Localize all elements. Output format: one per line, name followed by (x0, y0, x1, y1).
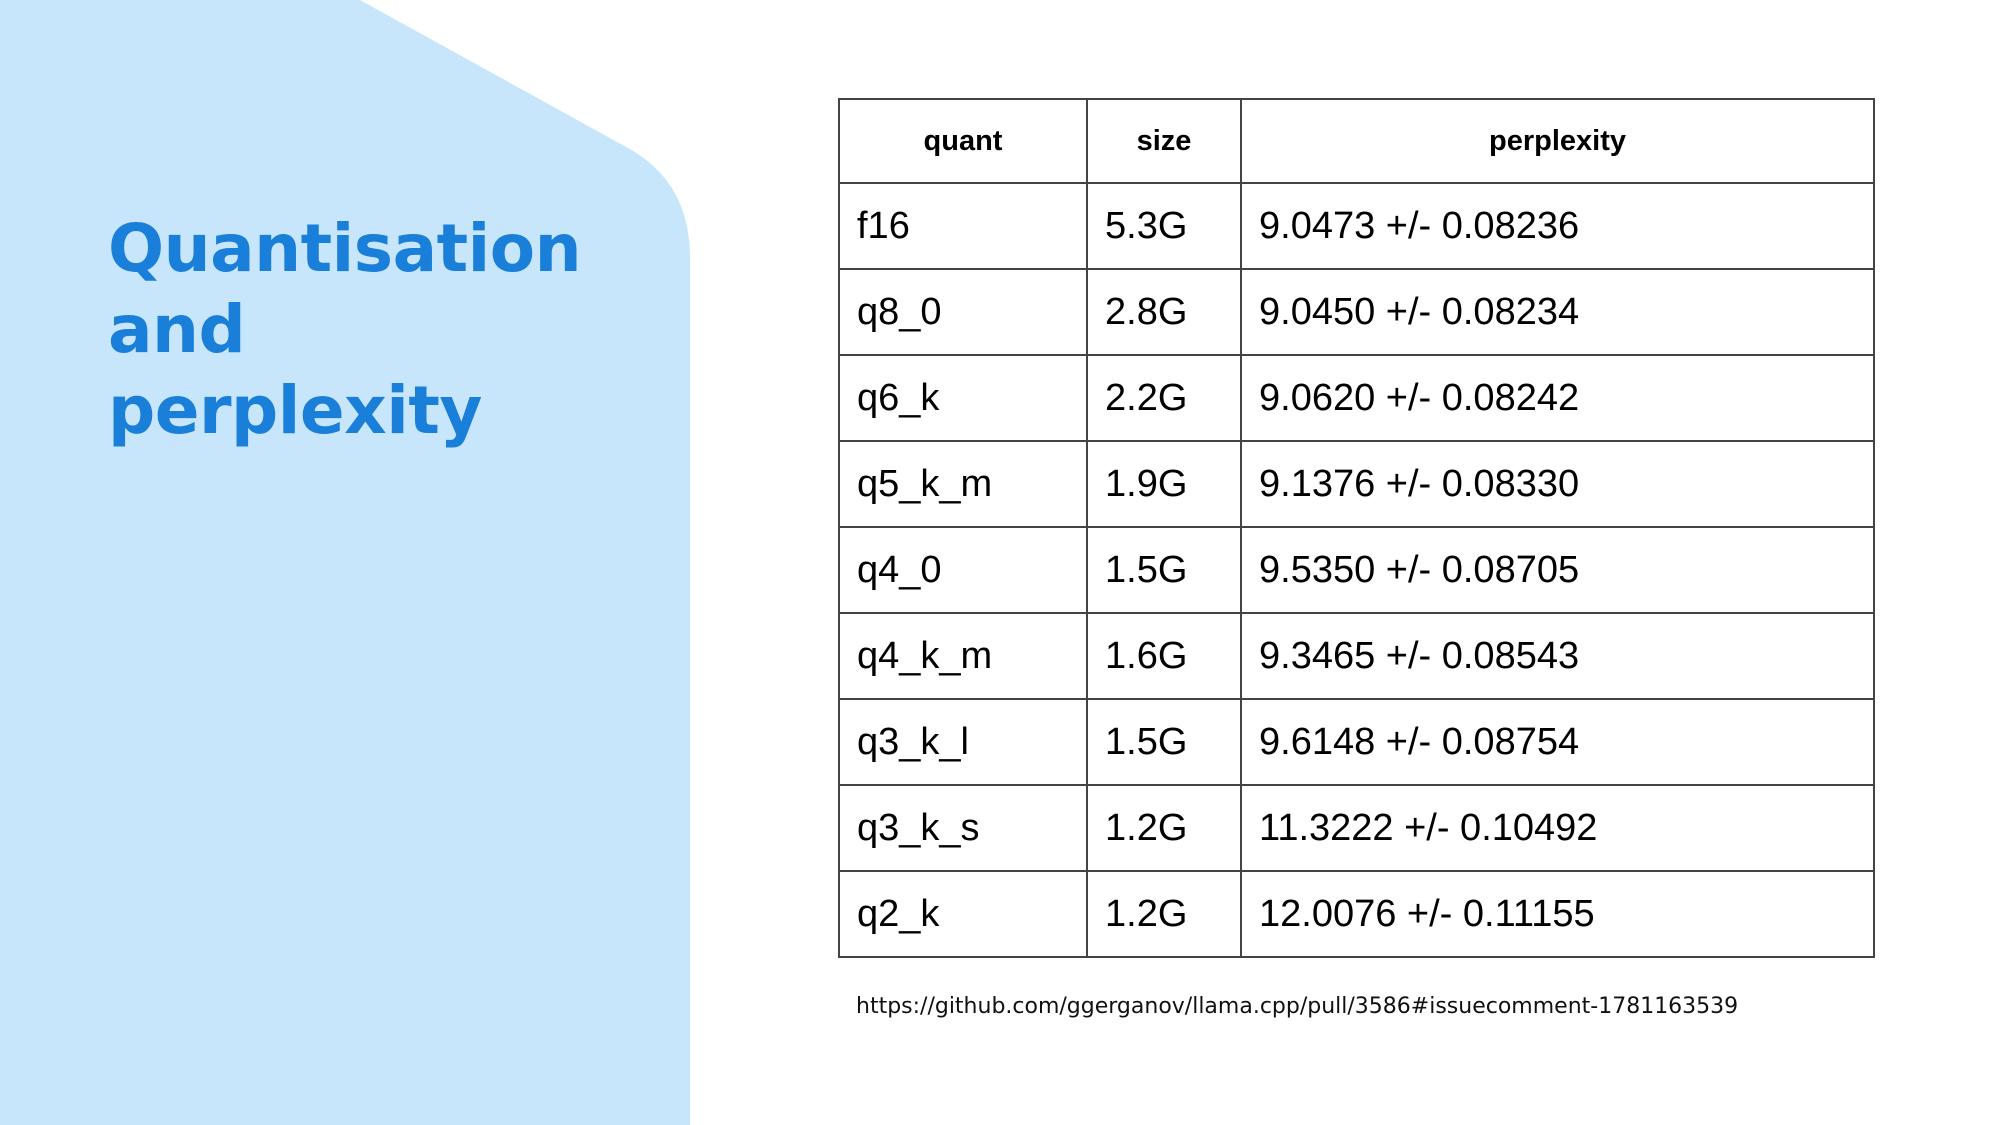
source-link[interactable]: https://github.com/ggerganov/llama.cpp/p… (856, 994, 1739, 1019)
cell-quant: q8_0 (838, 268, 1088, 356)
cell-size: 2.2G (1086, 354, 1242, 442)
cell-perplexity: 9.0450 +/- 0.08234 (1240, 268, 1875, 356)
cell-size: 1.5G (1086, 526, 1242, 614)
cell-size: 5.3G (1086, 182, 1242, 270)
cell-quant: q4_0 (838, 526, 1088, 614)
cell-size: 1.6G (1086, 612, 1242, 700)
cell-perplexity: 9.0620 +/- 0.08242 (1240, 354, 1875, 442)
slide-title-line-1: Quantisation (108, 210, 582, 287)
header-size: size (1086, 98, 1242, 184)
cell-quant: f16 (838, 182, 1088, 270)
cell-perplexity: 11.3222 +/- 0.10492 (1240, 784, 1875, 872)
cell-perplexity: 9.6148 +/- 0.08754 (1240, 698, 1875, 786)
cell-size: 1.5G (1086, 698, 1242, 786)
cell-size: 2.8G (1086, 268, 1242, 356)
slide-title-line-2: and (108, 291, 246, 368)
table-header-row: quant size perplexity (838, 98, 1875, 184)
table-row: q5_k_m 1.9G 9.1376 +/- 0.08330 (838, 440, 1875, 528)
cell-size: 1.2G (1086, 870, 1242, 958)
table-row: q6_k 2.2G 9.0620 +/- 0.08242 (838, 354, 1875, 442)
slide-title: Quantisation and perplexity (108, 208, 628, 451)
cell-quant: q2_k (838, 870, 1088, 958)
cell-quant: q6_k (838, 354, 1088, 442)
cell-perplexity: 9.0473 +/- 0.08236 (1240, 182, 1875, 270)
table-row: q8_0 2.8G 9.0450 +/- 0.08234 (838, 268, 1875, 356)
cell-quant: q3_k_l (838, 698, 1088, 786)
side-panel-background (0, 0, 690, 1125)
cell-quant: q4_k_m (838, 612, 1088, 700)
table-row: q4_k_m 1.6G 9.3465 +/- 0.08543 (838, 612, 1875, 700)
cell-quant: q3_k_s (838, 784, 1088, 872)
header-perplexity: perplexity (1240, 98, 1875, 184)
table-row: q3_k_s 1.2G 11.3222 +/- 0.10492 (838, 784, 1875, 872)
cell-perplexity: 9.5350 +/- 0.08705 (1240, 526, 1875, 614)
table-row: q4_0 1.5G 9.5350 +/- 0.08705 (838, 526, 1875, 614)
cell-quant: q5_k_m (838, 440, 1088, 528)
cell-perplexity: 9.3465 +/- 0.08543 (1240, 612, 1875, 700)
slide-title-line-3: perplexity (108, 372, 482, 449)
header-quant: quant (838, 98, 1088, 184)
cell-size: 1.2G (1086, 784, 1242, 872)
cell-perplexity: 12.0076 +/- 0.11155 (1240, 870, 1875, 958)
cell-size: 1.9G (1086, 440, 1242, 528)
table-row: f16 5.3G 9.0473 +/- 0.08236 (838, 182, 1875, 270)
quantisation-table: quant size perplexity f16 5.3G 9.0473 +/… (838, 98, 1875, 958)
table-row: q2_k 1.2G 12.0076 +/- 0.11155 (838, 870, 1875, 958)
table-row: q3_k_l 1.5G 9.6148 +/- 0.08754 (838, 698, 1875, 786)
cell-perplexity: 9.1376 +/- 0.08330 (1240, 440, 1875, 528)
